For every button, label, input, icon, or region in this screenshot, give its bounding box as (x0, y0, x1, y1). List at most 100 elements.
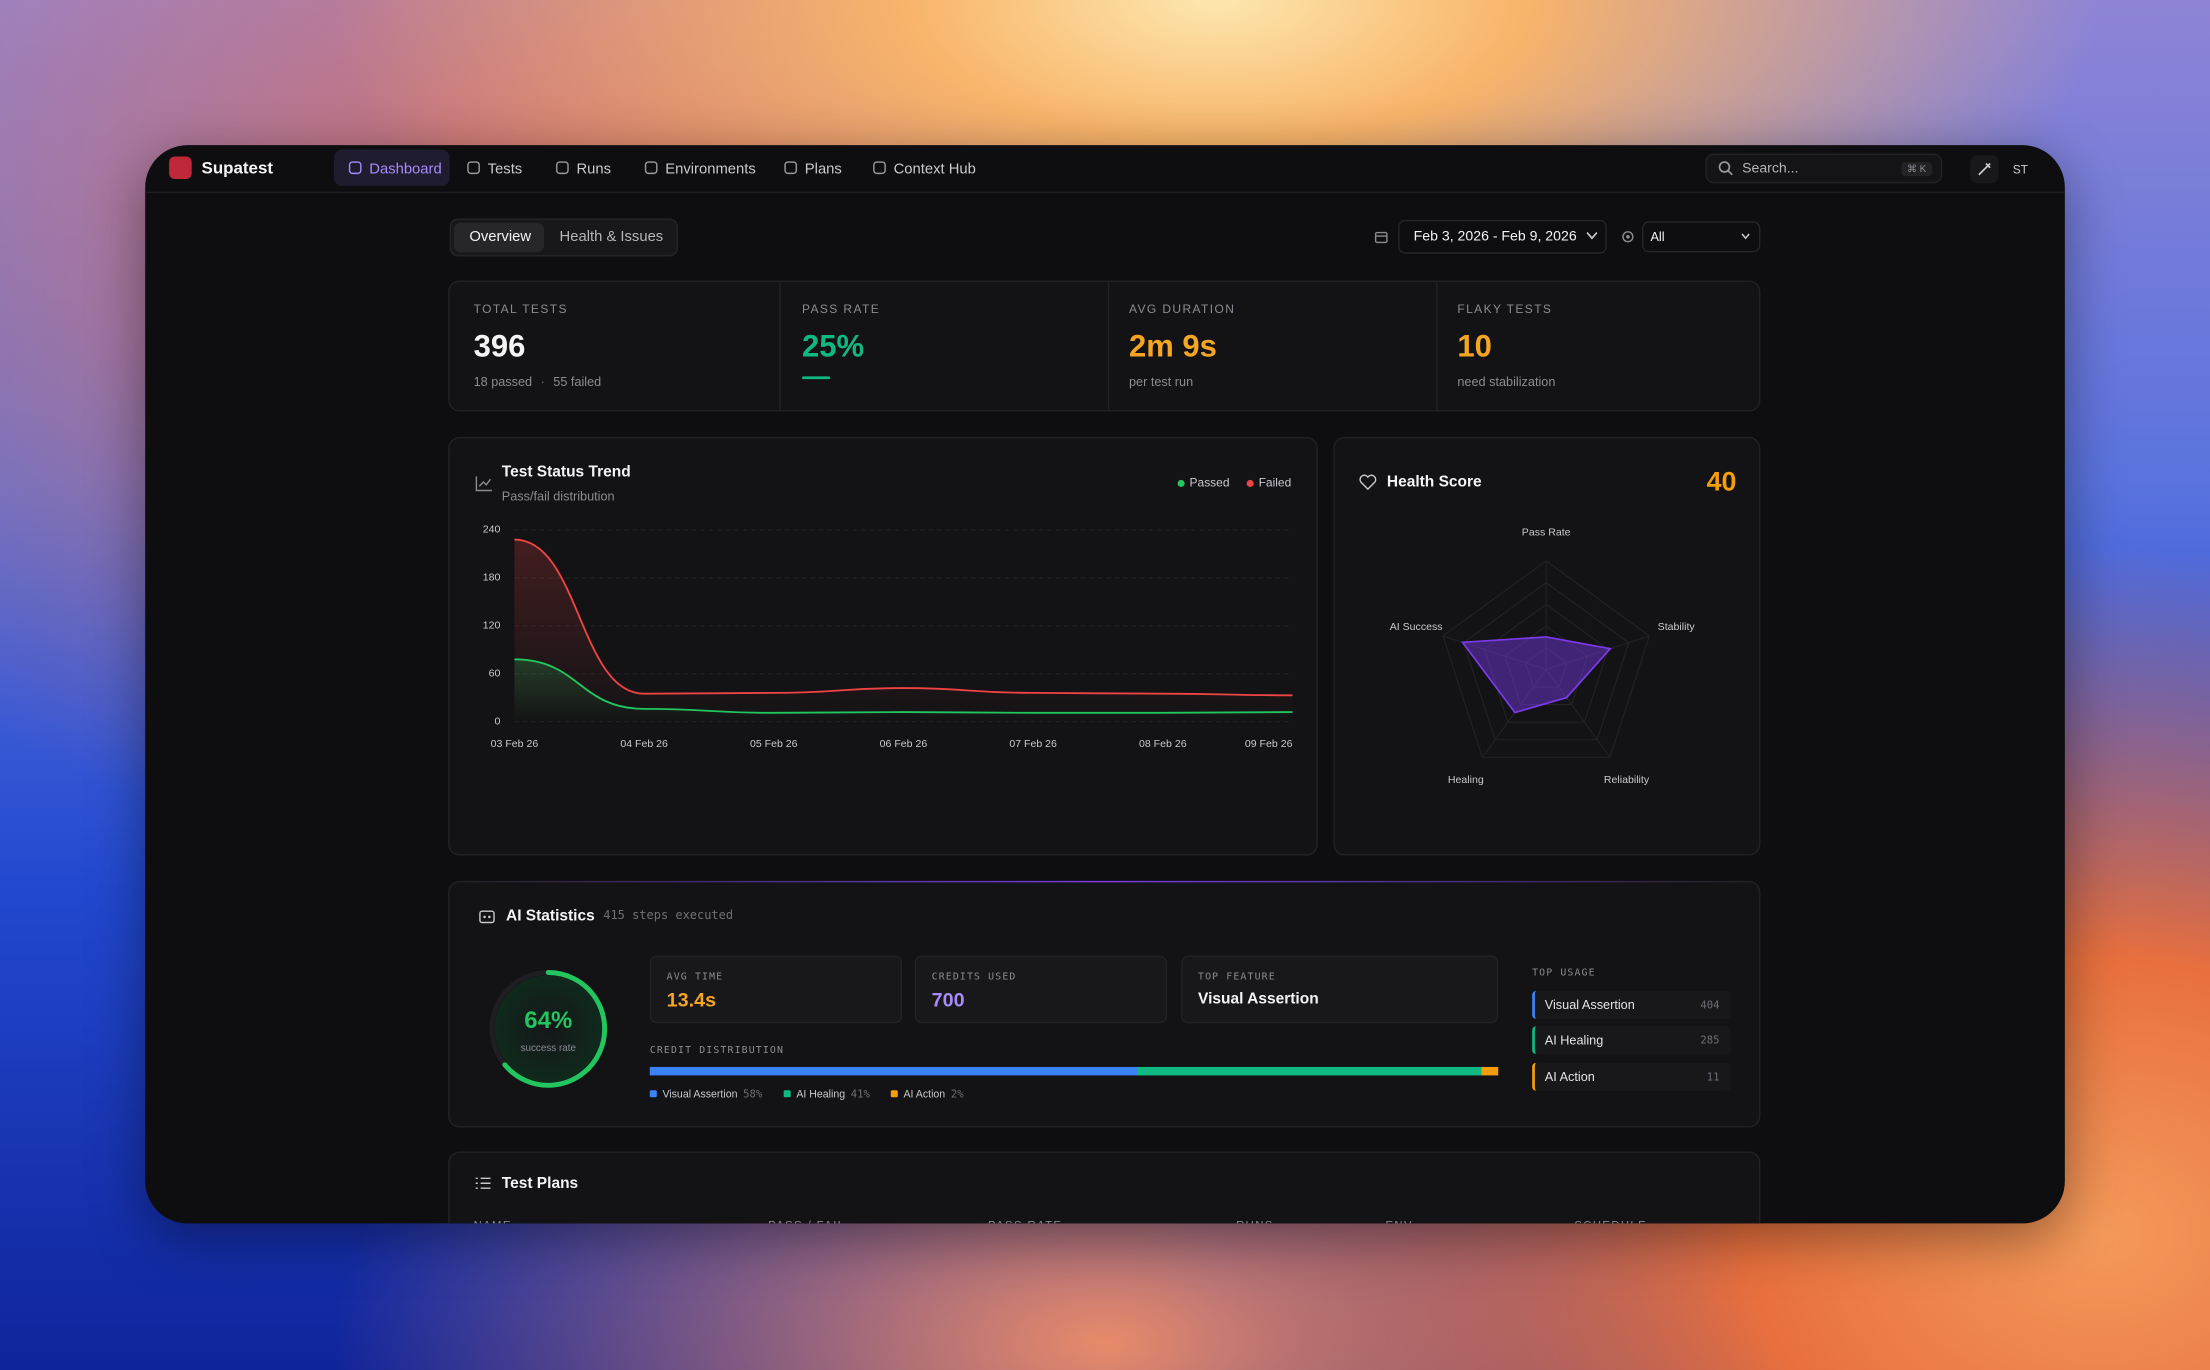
metric-value: 700 (931, 988, 965, 1011)
card-title: Health Score (1386, 473, 1482, 491)
usage-row (1532, 1026, 1731, 1055)
stat-label: TOTAL TESTS (473, 301, 568, 316)
usage-row (1532, 990, 1731, 1020)
column-header: ENV (1385, 1218, 1412, 1223)
heart-icon (1359, 474, 1377, 491)
search-shortcut: ⌘ K (1901, 162, 1932, 177)
stat-value: 25% (801, 328, 865, 364)
card-subtitle: Pass/fail distribution (501, 489, 615, 504)
nav-item[interactable]: Plans (804, 160, 842, 178)
stat-label: AVG DURATION (1128, 301, 1236, 316)
date-range: Feb 3, 2026 - Feb 9, 2026 (1413, 229, 1577, 245)
stat-detail-part: per test run (1128, 374, 1194, 390)
stat-detail: 18 passed55 failed (474, 375, 602, 389)
usage-count: 11 (1706, 1070, 1720, 1084)
list-icon (475, 1177, 491, 1189)
usage-name: AI Action (1544, 1069, 1595, 1084)
usage-count: 404 (1700, 998, 1720, 1012)
section-label: CREDIT DISTRIBUTION (649, 1044, 785, 1056)
tools-icon (1978, 162, 1991, 176)
legend-item: AI Action 2% (903, 1087, 963, 1100)
card-title: Test Status Trend (501, 463, 631, 481)
nav-item[interactable]: Runs (576, 160, 612, 178)
usage-row (1532, 1062, 1731, 1091)
nav-item[interactable]: Environments (665, 160, 756, 178)
chevron (1586, 232, 1598, 240)
nav-icon (873, 161, 886, 175)
card-subtitle: 415 steps executed (603, 909, 734, 924)
nav-item[interactable]: Dashboard (369, 160, 442, 178)
stat-underline (801, 376, 831, 380)
search-placeholder: Search... (1742, 161, 1799, 177)
stat-detail: per test run (1129, 375, 1193, 389)
column-header: NAME (474, 1218, 512, 1223)
app: Supatest Search... ⌘ K ST Overview Healt… (145, 145, 2065, 1224)
stats-card (448, 280, 1761, 412)
env-icon (1622, 231, 1634, 243)
legend-item: AI Healing 41% (796, 1087, 870, 1100)
divider (1107, 281, 1110, 411)
tab-active-pill (453, 222, 545, 253)
card-title: AI Statistics (505, 907, 595, 925)
stat-value: 396 (473, 328, 526, 364)
accent-line (465, 880, 1744, 883)
health-card (1333, 436, 1761, 856)
column-header: PASS / FAIL (768, 1218, 845, 1223)
usage-name: Visual Assertion (1544, 997, 1635, 1012)
nav-icon (556, 161, 569, 175)
stat-value: 10 (1457, 328, 1492, 364)
legend-label: AI Action (903, 1087, 946, 1101)
chevron (1741, 233, 1750, 240)
legend-label: AI Healing (796, 1087, 846, 1101)
stat-detail-part: 18 passed (473, 374, 533, 390)
stat-value: 2m 9s (1128, 328, 1217, 364)
calendar-icon (1374, 231, 1388, 244)
brand[interactable]: Supatest (201, 157, 273, 178)
column-header: PASS RATE (988, 1218, 1062, 1223)
health-score: 40 (1706, 467, 1737, 498)
plans-card (448, 1151, 1761, 1224)
column-header: RUNS (1236, 1218, 1274, 1223)
metric-label: AVG TIME (666, 971, 724, 983)
brand-logo (169, 156, 192, 180)
env-select[interactable] (1642, 221, 1761, 253)
legend-value: 58% (743, 1087, 763, 1101)
date-picker[interactable] (1398, 219, 1607, 254)
stat-label: FLAKY TESTS (1457, 301, 1553, 316)
stat-detail-part: 55 failed (532, 375, 601, 389)
stat-detail: need stabilization (1457, 375, 1555, 389)
legend-item: Visual Assertion 58% (662, 1087, 762, 1100)
search-icon (1718, 161, 1733, 176)
legend-value: 41% (850, 1087, 870, 1101)
app-window: Supatest Search... ⌘ K ST Overview Healt… (145, 145, 2065, 1224)
tab[interactable]: Overview (469, 228, 532, 246)
metric-card (1181, 955, 1499, 1024)
trend-icon (475, 476, 492, 492)
metric-value: Visual Assertion (1198, 990, 1319, 1008)
avatar[interactable]: ST (2012, 162, 2029, 177)
metric-card (914, 955, 1168, 1024)
tab[interactable]: Health & Issues (559, 228, 664, 246)
env-value: All (1650, 229, 1665, 244)
stat-detail-part: need stabilization (1457, 374, 1556, 390)
usage-count: 285 (1700, 1033, 1720, 1047)
stat-label: PASS RATE (801, 301, 881, 316)
metric-label: TOP FEATURE (1198, 971, 1276, 983)
nav-item[interactable]: Tests (487, 160, 523, 178)
card-title: Test Plans (501, 1175, 579, 1193)
metric-label: CREDITS USED (931, 971, 1017, 983)
nav-item[interactable]: Context Hub (893, 160, 976, 178)
metric-card (649, 955, 903, 1024)
metric-value: 13.4s (666, 988, 717, 1011)
header-border (145, 191, 2065, 194)
nav-icon (467, 161, 480, 175)
divider (1436, 281, 1438, 411)
nav-icon (784, 161, 798, 175)
column-header: SCHEDULE (1574, 1218, 1647, 1223)
legend-value: 2% (950, 1087, 964, 1101)
legend-label: Visual Assertion (662, 1087, 738, 1101)
nav-icon (644, 161, 658, 175)
usage-name: AI Healing (1544, 1033, 1604, 1048)
section-label: TOP USAGE (1532, 966, 1596, 979)
